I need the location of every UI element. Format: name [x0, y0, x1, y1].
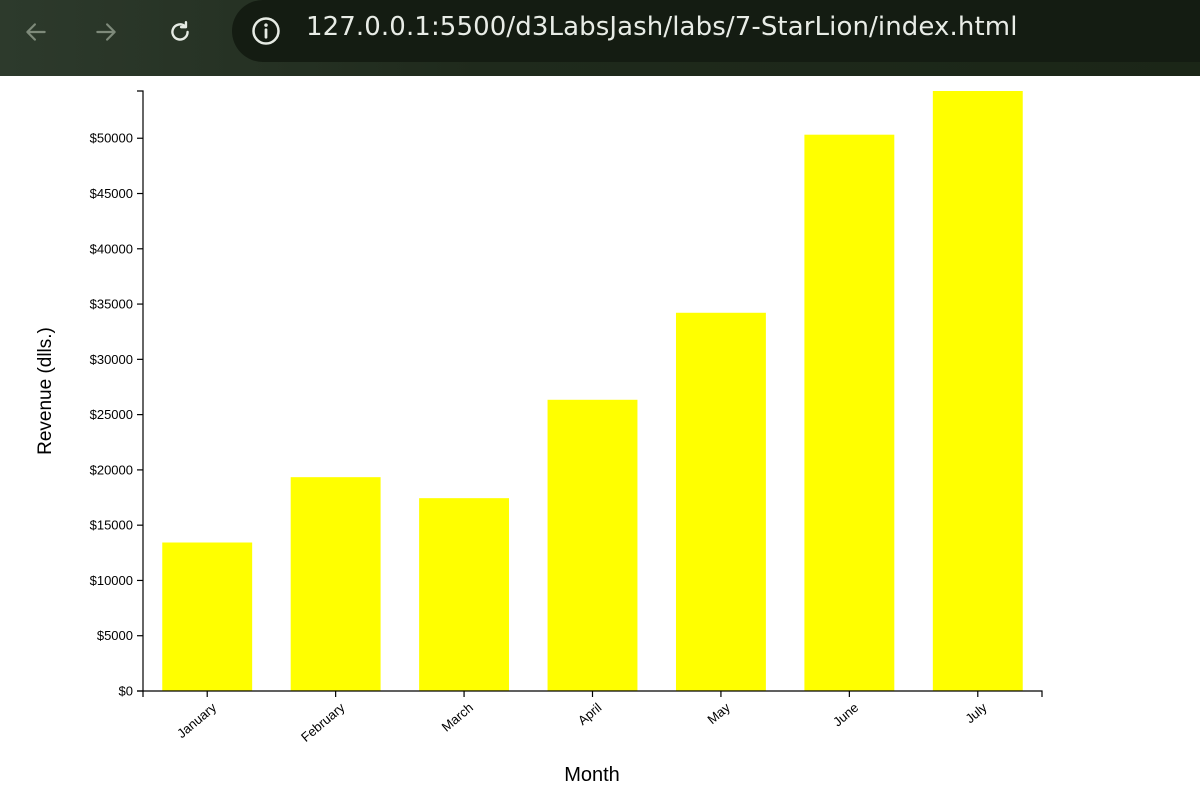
y-tick-label: $10000: [90, 573, 133, 588]
bar-june: [804, 134, 895, 691]
y-axis-line: [137, 90, 144, 692]
bar-january: [162, 542, 253, 691]
back-arrow-icon: [26, 23, 46, 41]
bar-april: [547, 399, 638, 691]
y-tick-label: $35000: [90, 297, 133, 312]
y-tick-label: $15000: [90, 518, 133, 533]
bar-may: [675, 312, 766, 691]
address-bar[interactable]: 127.0.0.1:5500/d3LabsJash/labs/7-StarLio…: [232, 0, 1200, 62]
x-axis: January February March April May June July: [142, 690, 1043, 745]
y-axis: $0 $5000 $10000 $15000 $20000 $25000 $30000 $35…: [90, 90, 144, 699]
x-tick-label: March: [439, 700, 476, 735]
y-tick-label: $45000: [90, 186, 133, 201]
bars-layer: [162, 91, 1023, 691]
bar-february: [290, 477, 381, 691]
reload-button[interactable]: [160, 12, 200, 52]
y-tick-label: $5000: [97, 628, 133, 643]
y-tick-label: $50000: [90, 131, 133, 146]
y-tick-label: $25000: [90, 407, 133, 422]
y-tick-label: $0: [119, 684, 133, 699]
reload-icon: [171, 21, 189, 41]
bar-july: [932, 91, 1023, 691]
url-text[interactable]: 127.0.0.1:5500/d3LabsJash/labs/7-StarLio…: [306, 12, 1018, 42]
x-tick-label: June: [830, 700, 861, 730]
back-button[interactable]: [16, 12, 56, 52]
revenue-bar-chart: January February March April May June July $0$…: [35, 90, 1043, 786]
x-tick-label: April: [575, 700, 605, 728]
browser-toolbar: 127.0.0.1:5500/d3LabsJash/labs/7-StarLio…: [0, 0, 1200, 76]
info-icon[interactable]: [250, 15, 282, 47]
x-tick-label: January: [174, 699, 219, 741]
forward-button[interactable]: [86, 12, 126, 52]
bar-march: [419, 498, 510, 691]
x-tick-label: July: [962, 699, 990, 726]
y-tick-label: $30000: [90, 352, 133, 367]
x-axis-label: Month: [564, 764, 620, 786]
y-tick-label: $20000: [90, 462, 133, 477]
x-tick-label: May: [704, 699, 733, 727]
x-tick-label: February: [298, 699, 348, 744]
y-axis-label: Revenue (dlls.): [35, 327, 56, 455]
y-tick-label: $40000: [90, 241, 133, 256]
forward-arrow-icon: [96, 23, 116, 41]
